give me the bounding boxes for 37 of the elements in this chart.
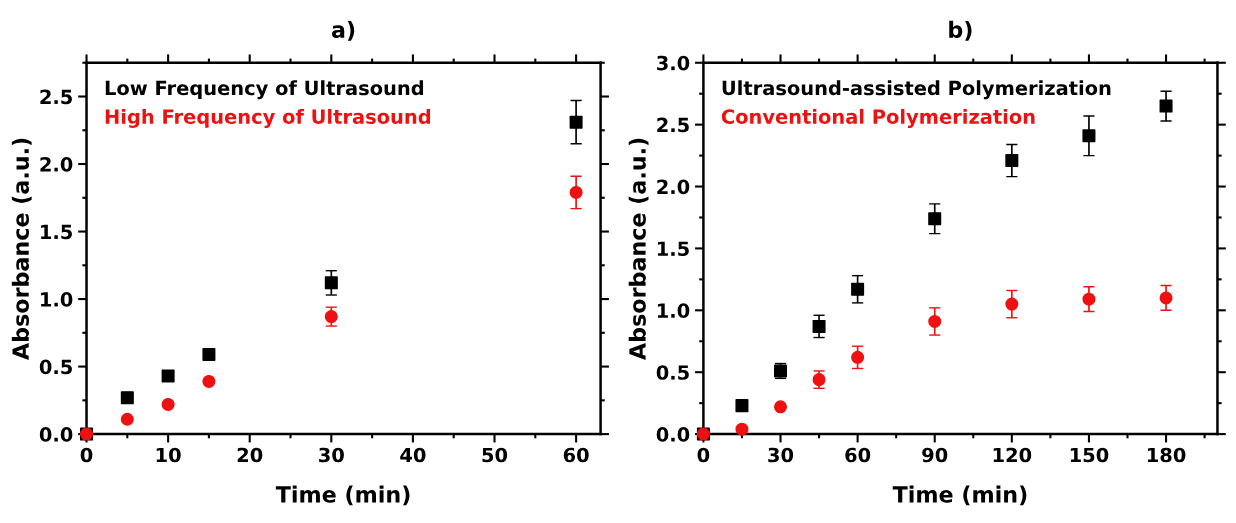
x-tick-label: 90 [922, 447, 948, 463]
x-axis-title: Time (min) [892, 485, 1027, 506]
y-tick-label: 0.5 [656, 365, 689, 380]
y-axis-title: Absorbance (a.u.) [628, 138, 649, 360]
y-tick-label: 2.5 [40, 89, 72, 105]
x-tick-label: 0 [80, 447, 93, 463]
y-tick-label: 0.0 [656, 427, 690, 442]
x-tick-label: 60 [845, 447, 871, 463]
y-tick-label: 2.0 [40, 156, 73, 172]
y-tick-label: 3.0 [657, 55, 690, 71]
y-tick-label: 1.0 [41, 292, 73, 307]
legend-label: Low Frequency of Ultrasound [105, 80, 424, 100]
text: Conventional Polymerization [721, 108, 1035, 128]
y-tick-label: 1.5 [657, 241, 689, 257]
x-tick-label: 50 [482, 447, 508, 463]
x-tick-label: 30 [768, 447, 794, 463]
x-tick-label: 0 [697, 447, 710, 463]
x-tick-label: 180 [1147, 447, 1186, 463]
x-tick-label: 120 [993, 447, 1032, 463]
y-tick-label: 1.5 [41, 224, 72, 240]
legend-label: Ultrasound-assisted Polymerization [722, 80, 1111, 100]
x-axis-title: Time (min) [275, 485, 410, 506]
x-tick-label: 150 [1070, 447, 1109, 463]
x-tick-label: 40 [400, 447, 426, 463]
x-tick-label: 20 [237, 447, 263, 463]
y-tick-label: 2.5 [657, 117, 689, 133]
chart-title: a) [331, 20, 355, 41]
x-tick-label: 30 [319, 447, 344, 463]
chart-title: b) [949, 20, 972, 41]
y-tick-label: 1.0 [657, 303, 690, 318]
x-tick-label: 60 [563, 447, 589, 463]
y-tick-label: 0.5 [39, 359, 72, 375]
y-tick-label: 0.0 [39, 427, 73, 442]
x-tick-label: 10 [156, 447, 181, 463]
y-axis-title: Absorbance (a.u.) [11, 138, 32, 360]
y-tick-label: 2.0 [657, 179, 690, 195]
text: High Frequency of Ultrasound [105, 108, 431, 128]
